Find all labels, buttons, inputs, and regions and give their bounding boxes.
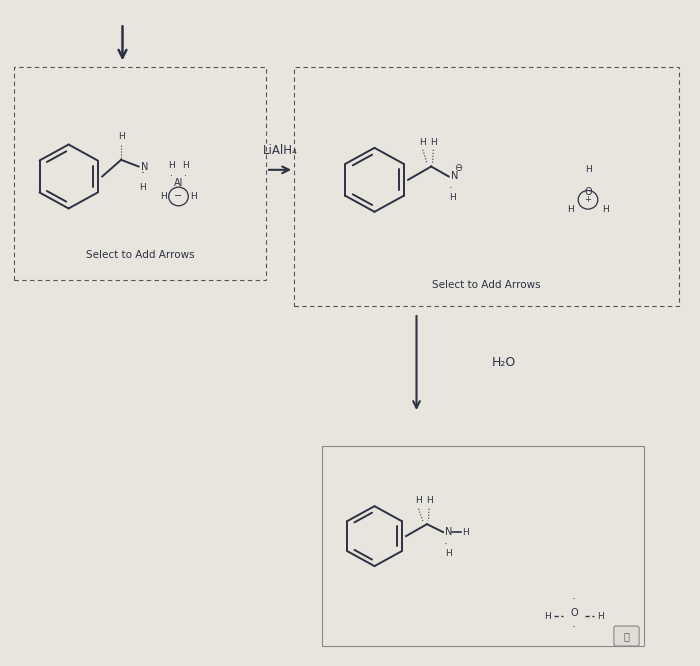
Text: ·: ·	[141, 166, 145, 180]
Text: ··: ··	[572, 623, 576, 632]
Text: ·: ·	[170, 170, 173, 181]
Text: ·: ·	[444, 539, 448, 549]
Text: +: +	[584, 195, 592, 204]
Text: H: H	[160, 192, 167, 201]
Text: H: H	[444, 549, 452, 558]
Text: −: −	[174, 191, 183, 202]
FancyBboxPatch shape	[614, 626, 639, 646]
Text: ⊖: ⊖	[454, 163, 463, 174]
Text: H: H	[462, 527, 469, 537]
FancyBboxPatch shape	[322, 446, 644, 646]
Text: H: H	[415, 496, 422, 505]
Text: H: H	[584, 165, 592, 174]
Text: N: N	[451, 171, 458, 182]
Text: H: H	[602, 205, 609, 214]
Text: ·: ·	[448, 183, 452, 193]
Text: H: H	[182, 161, 189, 170]
Text: ·: ·	[184, 170, 187, 181]
Text: 🔍: 🔍	[624, 631, 629, 641]
Text: H: H	[419, 137, 426, 147]
Text: Al: Al	[174, 178, 183, 188]
Text: H: H	[430, 137, 437, 147]
Text: H: H	[190, 192, 197, 201]
Text: N: N	[141, 161, 148, 172]
Text: N: N	[445, 527, 453, 537]
Text: O: O	[570, 608, 578, 619]
Text: LiAlH₄: LiAlH₄	[262, 143, 298, 157]
Text: H: H	[567, 205, 574, 214]
Text: H: H	[426, 496, 433, 505]
Text: H: H	[139, 183, 146, 192]
Text: Select to Add Arrows: Select to Add Arrows	[432, 280, 541, 290]
Text: O: O	[584, 186, 592, 197]
Text: H: H	[168, 161, 175, 170]
Text: H: H	[544, 611, 551, 621]
Text: ··: ··	[572, 595, 576, 604]
Text: H₂O: H₂O	[492, 356, 516, 370]
Text: H: H	[597, 611, 604, 621]
Text: H: H	[449, 193, 456, 202]
Text: H: H	[118, 132, 125, 141]
Text: Select to Add Arrows: Select to Add Arrows	[85, 250, 195, 260]
